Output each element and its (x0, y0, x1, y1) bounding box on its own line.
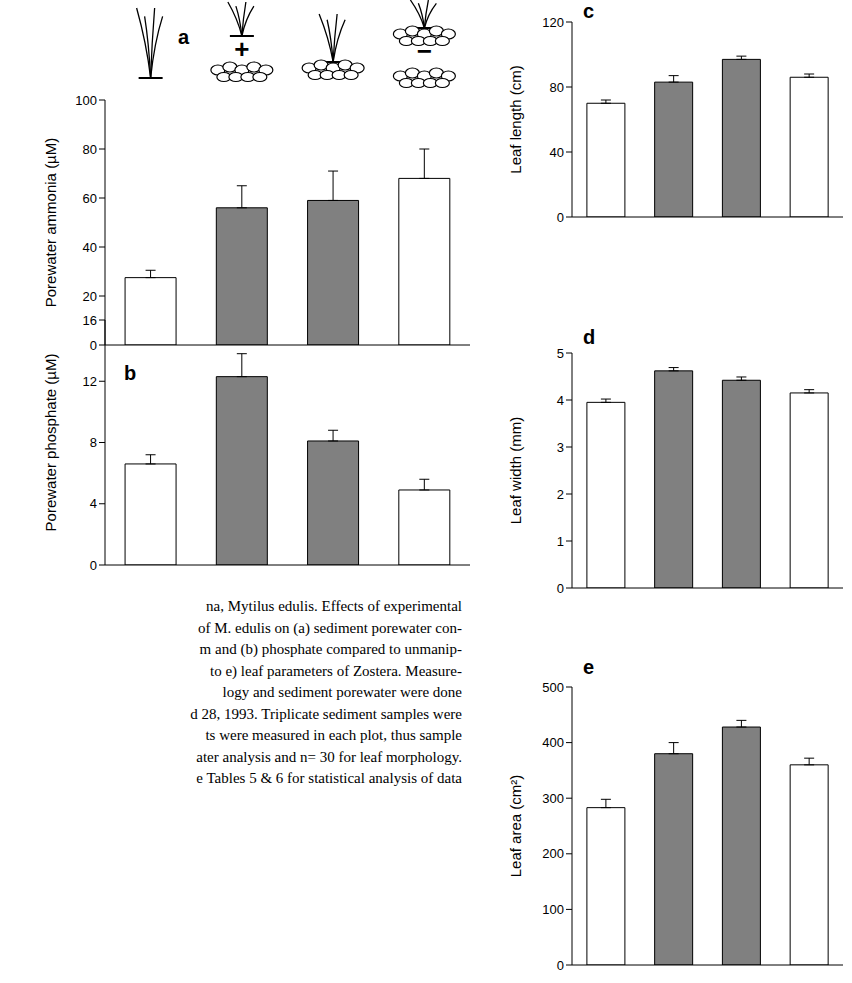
html-text:a: a (178, 26, 190, 48)
svg-text:4: 4 (557, 393, 564, 408)
html-text:m and (b) phosphate compared t: m and (b) phosphate compared to unmanip- (199, 641, 462, 657)
svg-text:20: 20 (83, 289, 97, 304)
svg-text:5: 5 (557, 346, 564, 361)
svg-text:2: 2 (557, 487, 564, 502)
svg-text:0: 0 (557, 958, 564, 973)
svg-text:0: 0 (557, 581, 564, 596)
svg-text:80: 80 (550, 80, 564, 95)
svg-text:0: 0 (557, 210, 564, 225)
svg-text:300: 300 (542, 791, 564, 806)
html-text:e Tables 5 & 6 for statistical: e Tables 5 & 6 for statistical analysis … (196, 770, 462, 786)
html-text:logy and sediment porewater we: logy and sediment porewater were done (222, 684, 462, 700)
svg-text:Porewater ammonia (µM): Porewater ammonia (µM) (42, 138, 59, 308)
svg-text:Leaf width (mm): Leaf width (mm) (507, 417, 524, 525)
svg-text:40: 40 (550, 145, 564, 160)
svg-text:8: 8 (90, 435, 97, 450)
svg-text:+: + (234, 34, 249, 64)
svg-text:0: 0 (90, 338, 97, 353)
html-text:to e) leaf parameters of Zoste: to e) leaf parameters of Zostera. Measur… (210, 662, 462, 679)
svg-text:400: 400 (542, 735, 564, 750)
html-text:na, Mytilus edulis. Effects of: na, Mytilus edulis. Effects of experimen… (206, 598, 462, 614)
html-text:b: b (124, 362, 137, 384)
svg-text:500: 500 (542, 680, 564, 695)
svg-text:4: 4 (90, 496, 97, 511)
html-text:d: d (583, 326, 596, 348)
svg-text:40: 40 (83, 240, 97, 255)
svg-text:100: 100 (75, 93, 97, 108)
html-text:ater analysis and n= 30 for le: ater analysis and n= 30 for leaf morphol… (196, 748, 462, 765)
svg-text:80: 80 (83, 142, 97, 157)
svg-text:60: 60 (83, 191, 97, 206)
svg-text:1: 1 (557, 534, 564, 549)
svg-text:120: 120 (542, 15, 564, 30)
svg-text:−: − (417, 36, 432, 66)
html-text:c: c (583, 0, 595, 22)
svg-text:Leaf length (cm): Leaf length (cm) (507, 65, 524, 173)
svg-text:Porewater phosphate (µM): Porewater phosphate (µM) (42, 354, 59, 532)
html-text:of M. edulis on (a) sediment p: of M. edulis on (a) sediment porewater c… (197, 619, 462, 636)
svg-text:200: 200 (542, 846, 564, 861)
svg-text:0: 0 (90, 558, 97, 573)
html-text:d 28, 1993. Triplicate sedimen: d 28, 1993. Triplicate sediment samples … (190, 705, 462, 722)
svg-text:100: 100 (542, 902, 564, 917)
svg-text:12: 12 (83, 374, 97, 389)
html-text:ts were measured in each plot,: ts were measured in each plot, thus samp… (205, 727, 462, 743)
svg-text:3: 3 (557, 440, 564, 455)
html-text:e: e (583, 656, 595, 678)
svg-text:16: 16 (83, 313, 97, 328)
svg-text:Leaf area (cm²): Leaf area (cm²) (507, 775, 524, 878)
